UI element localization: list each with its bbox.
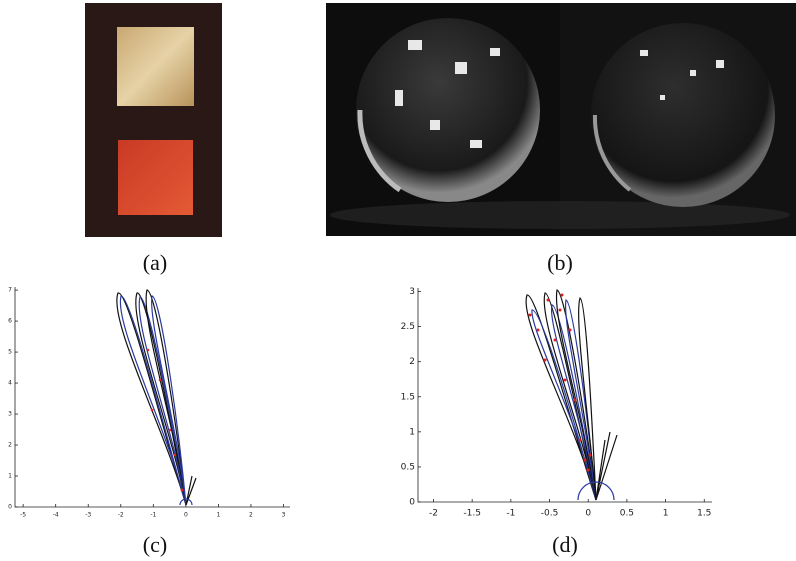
- y-tick-label: 2: [8, 442, 12, 449]
- y-tick-label: 3: [8, 411, 12, 418]
- y-tick-label: 7: [8, 287, 12, 294]
- caption: (b): [547, 250, 573, 275]
- y-tick-label: 2.5: [401, 322, 415, 332]
- figure: (a) (b) -5 -4 -3 -2 -1 0 1 2 3 0 1 2 3 4 5 6 7 (c): [0, 0, 796, 561]
- x-tick-label: -4: [53, 512, 59, 519]
- y-tick-label: 4: [8, 380, 12, 387]
- lobes-c: [117, 290, 196, 505]
- x-tick-label: -1: [506, 509, 515, 519]
- x-tick-label: -1: [150, 512, 156, 519]
- x-tick-label: -1.5: [463, 509, 481, 519]
- y-tick-label: 0: [409, 498, 415, 508]
- photo-a: [85, 3, 222, 237]
- caption: (c): [143, 532, 167, 557]
- y-tick-label: 0.5: [401, 462, 415, 472]
- x-tick-label: 1: [663, 509, 669, 519]
- caption: (d): [552, 532, 578, 557]
- y-tick-label: 1: [8, 473, 12, 480]
- axes: [15, 287, 290, 507]
- x-tick-label: -2: [429, 509, 438, 519]
- x-tick-label: -5: [20, 512, 26, 519]
- caption: (a): [143, 250, 167, 275]
- x-tick-label: 0.5: [620, 509, 634, 519]
- photo-b: [326, 3, 796, 236]
- y-tick-label: 6: [8, 318, 12, 325]
- x-tick-label: 0: [184, 512, 188, 519]
- x-tick-label: 1: [216, 512, 220, 519]
- x-tick-label: 1.5: [697, 509, 711, 519]
- y-tick-label: 1: [409, 427, 415, 437]
- x-tick-label: 2: [249, 512, 253, 519]
- y-tick-label: 0: [8, 504, 12, 511]
- x-tick-label: 0: [585, 509, 591, 519]
- y-tick-label: 5: [8, 349, 12, 356]
- y-tick-label: 2: [409, 357, 415, 367]
- x-tick-label: -2: [118, 512, 124, 519]
- x-tick-label: 3: [282, 512, 286, 519]
- x-tick-label: -0.5: [541, 509, 559, 519]
- y-tick-label: 3: [409, 287, 415, 297]
- axes: [418, 288, 712, 502]
- lobes-d: [526, 290, 617, 500]
- y-tick-label: 1.5: [401, 392, 415, 402]
- x-tick-label: -3: [85, 512, 91, 519]
